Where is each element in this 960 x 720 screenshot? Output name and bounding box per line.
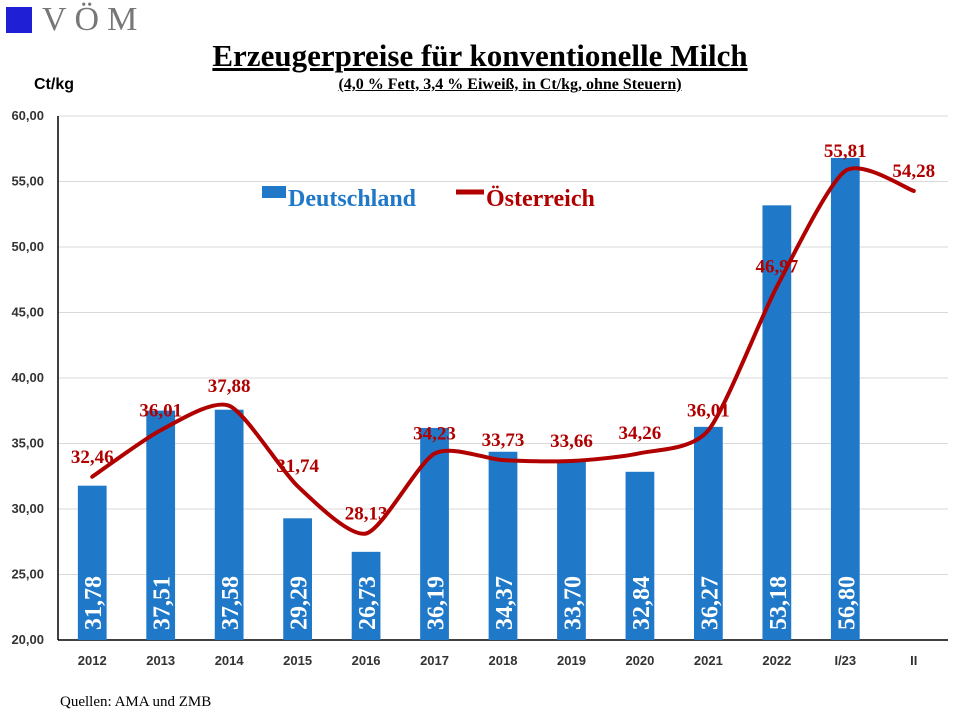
y-tick-label: 40,00 xyxy=(11,370,44,385)
bar-value-label: 56,80 xyxy=(834,576,860,630)
bar-deutschland xyxy=(830,157,860,641)
x-tick-label: 2018 xyxy=(489,653,518,668)
line-value-label: 34,23 xyxy=(413,424,456,445)
bar-deutschland xyxy=(146,410,176,640)
line-value-label: 33,66 xyxy=(550,431,593,452)
y-tick-label: 45,00 xyxy=(11,305,44,320)
x-tick-label: 2020 xyxy=(625,653,654,668)
y-tick-label: 50,00 xyxy=(11,239,44,254)
line-value-label: 37,88 xyxy=(208,376,251,397)
bar-deutschland xyxy=(214,409,244,640)
legend-label-oesterreich: Österreich xyxy=(486,186,595,212)
x-tick-label: 2015 xyxy=(283,653,312,668)
bar-value-label: 33,70 xyxy=(560,576,586,630)
line-oesterreich xyxy=(90,166,916,536)
legend-swatch-deutschland xyxy=(262,186,286,198)
x-tick-label: I/23 xyxy=(834,653,856,668)
bar-deutschland xyxy=(488,451,518,640)
line-value-label: 54,28 xyxy=(892,161,935,182)
bar-deutschland xyxy=(762,205,792,641)
x-tick-label: 2021 xyxy=(694,653,723,668)
y-tick-label: 35,00 xyxy=(11,436,44,451)
line-value-label: 31,74 xyxy=(276,456,319,477)
bar-value-label: 37,51 xyxy=(150,576,176,630)
line-value-label: 28,13 xyxy=(345,503,388,524)
legend-label-deutschland: Deutschland xyxy=(288,186,417,212)
bar-value-label: 29,29 xyxy=(287,576,313,630)
bar-deutschland xyxy=(77,485,107,640)
x-tick-label: 2016 xyxy=(352,653,381,668)
y-tick-label: 20,00 xyxy=(11,632,44,647)
line-value-label: 36,01 xyxy=(687,400,730,421)
logo-square-icon xyxy=(6,7,32,33)
bar-value-label: 31,78 xyxy=(81,576,107,630)
line-value-label: 34,26 xyxy=(619,423,662,444)
x-tick-label: II xyxy=(910,653,917,668)
bar-deutschland xyxy=(625,471,655,640)
y-tick-label: 25,00 xyxy=(11,567,44,582)
y-tick-label: 55,00 xyxy=(11,174,44,189)
bar-value-label: 53,18 xyxy=(766,576,792,630)
x-tick-label: 2022 xyxy=(762,653,791,668)
chart-subtitle: (4,0 % Fett, 3,4 % Eiweiß, in Ct/kg, ohn… xyxy=(338,76,682,93)
y-tick-label: 30,00 xyxy=(11,501,44,516)
voem-logo: VÖM xyxy=(6,1,146,38)
chart-title: Erzeugerpreise für konventionelle Milch xyxy=(212,38,748,73)
line-value-label: 55,81 xyxy=(824,141,867,162)
y-axis-label: Ct/kg xyxy=(34,76,74,93)
x-tick-label: 2013 xyxy=(146,653,175,668)
x-tick-label: 2019 xyxy=(557,653,586,668)
bar-deutschland xyxy=(283,518,312,640)
x-tick-label: 2014 xyxy=(215,653,245,668)
bar-value-label: 32,84 xyxy=(629,576,655,630)
bar-value-label: 26,73 xyxy=(355,576,381,630)
bar-value-label: 34,37 xyxy=(492,576,518,630)
source-note: Quellen: AMA und ZMB xyxy=(60,694,212,710)
bar-deutschland xyxy=(557,460,586,640)
bar-value-label: 37,58 xyxy=(218,576,244,630)
bar-deutschland xyxy=(694,426,723,640)
line-value-label: 33,73 xyxy=(482,430,525,451)
bar-value-label: 36,27 xyxy=(697,576,723,630)
bar-value-label: 36,19 xyxy=(424,576,450,630)
bar-deutschland xyxy=(351,551,381,640)
line-value-label: 46,97 xyxy=(755,257,798,278)
x-tick-label: 2017 xyxy=(420,653,449,668)
line-value-label: 32,46 xyxy=(71,447,114,468)
y-tick-label: 60,00 xyxy=(11,108,44,123)
line-value-label: 36,01 xyxy=(139,400,182,421)
x-tick-label: 2012 xyxy=(78,653,107,668)
logo-text: VÖM xyxy=(42,1,146,38)
